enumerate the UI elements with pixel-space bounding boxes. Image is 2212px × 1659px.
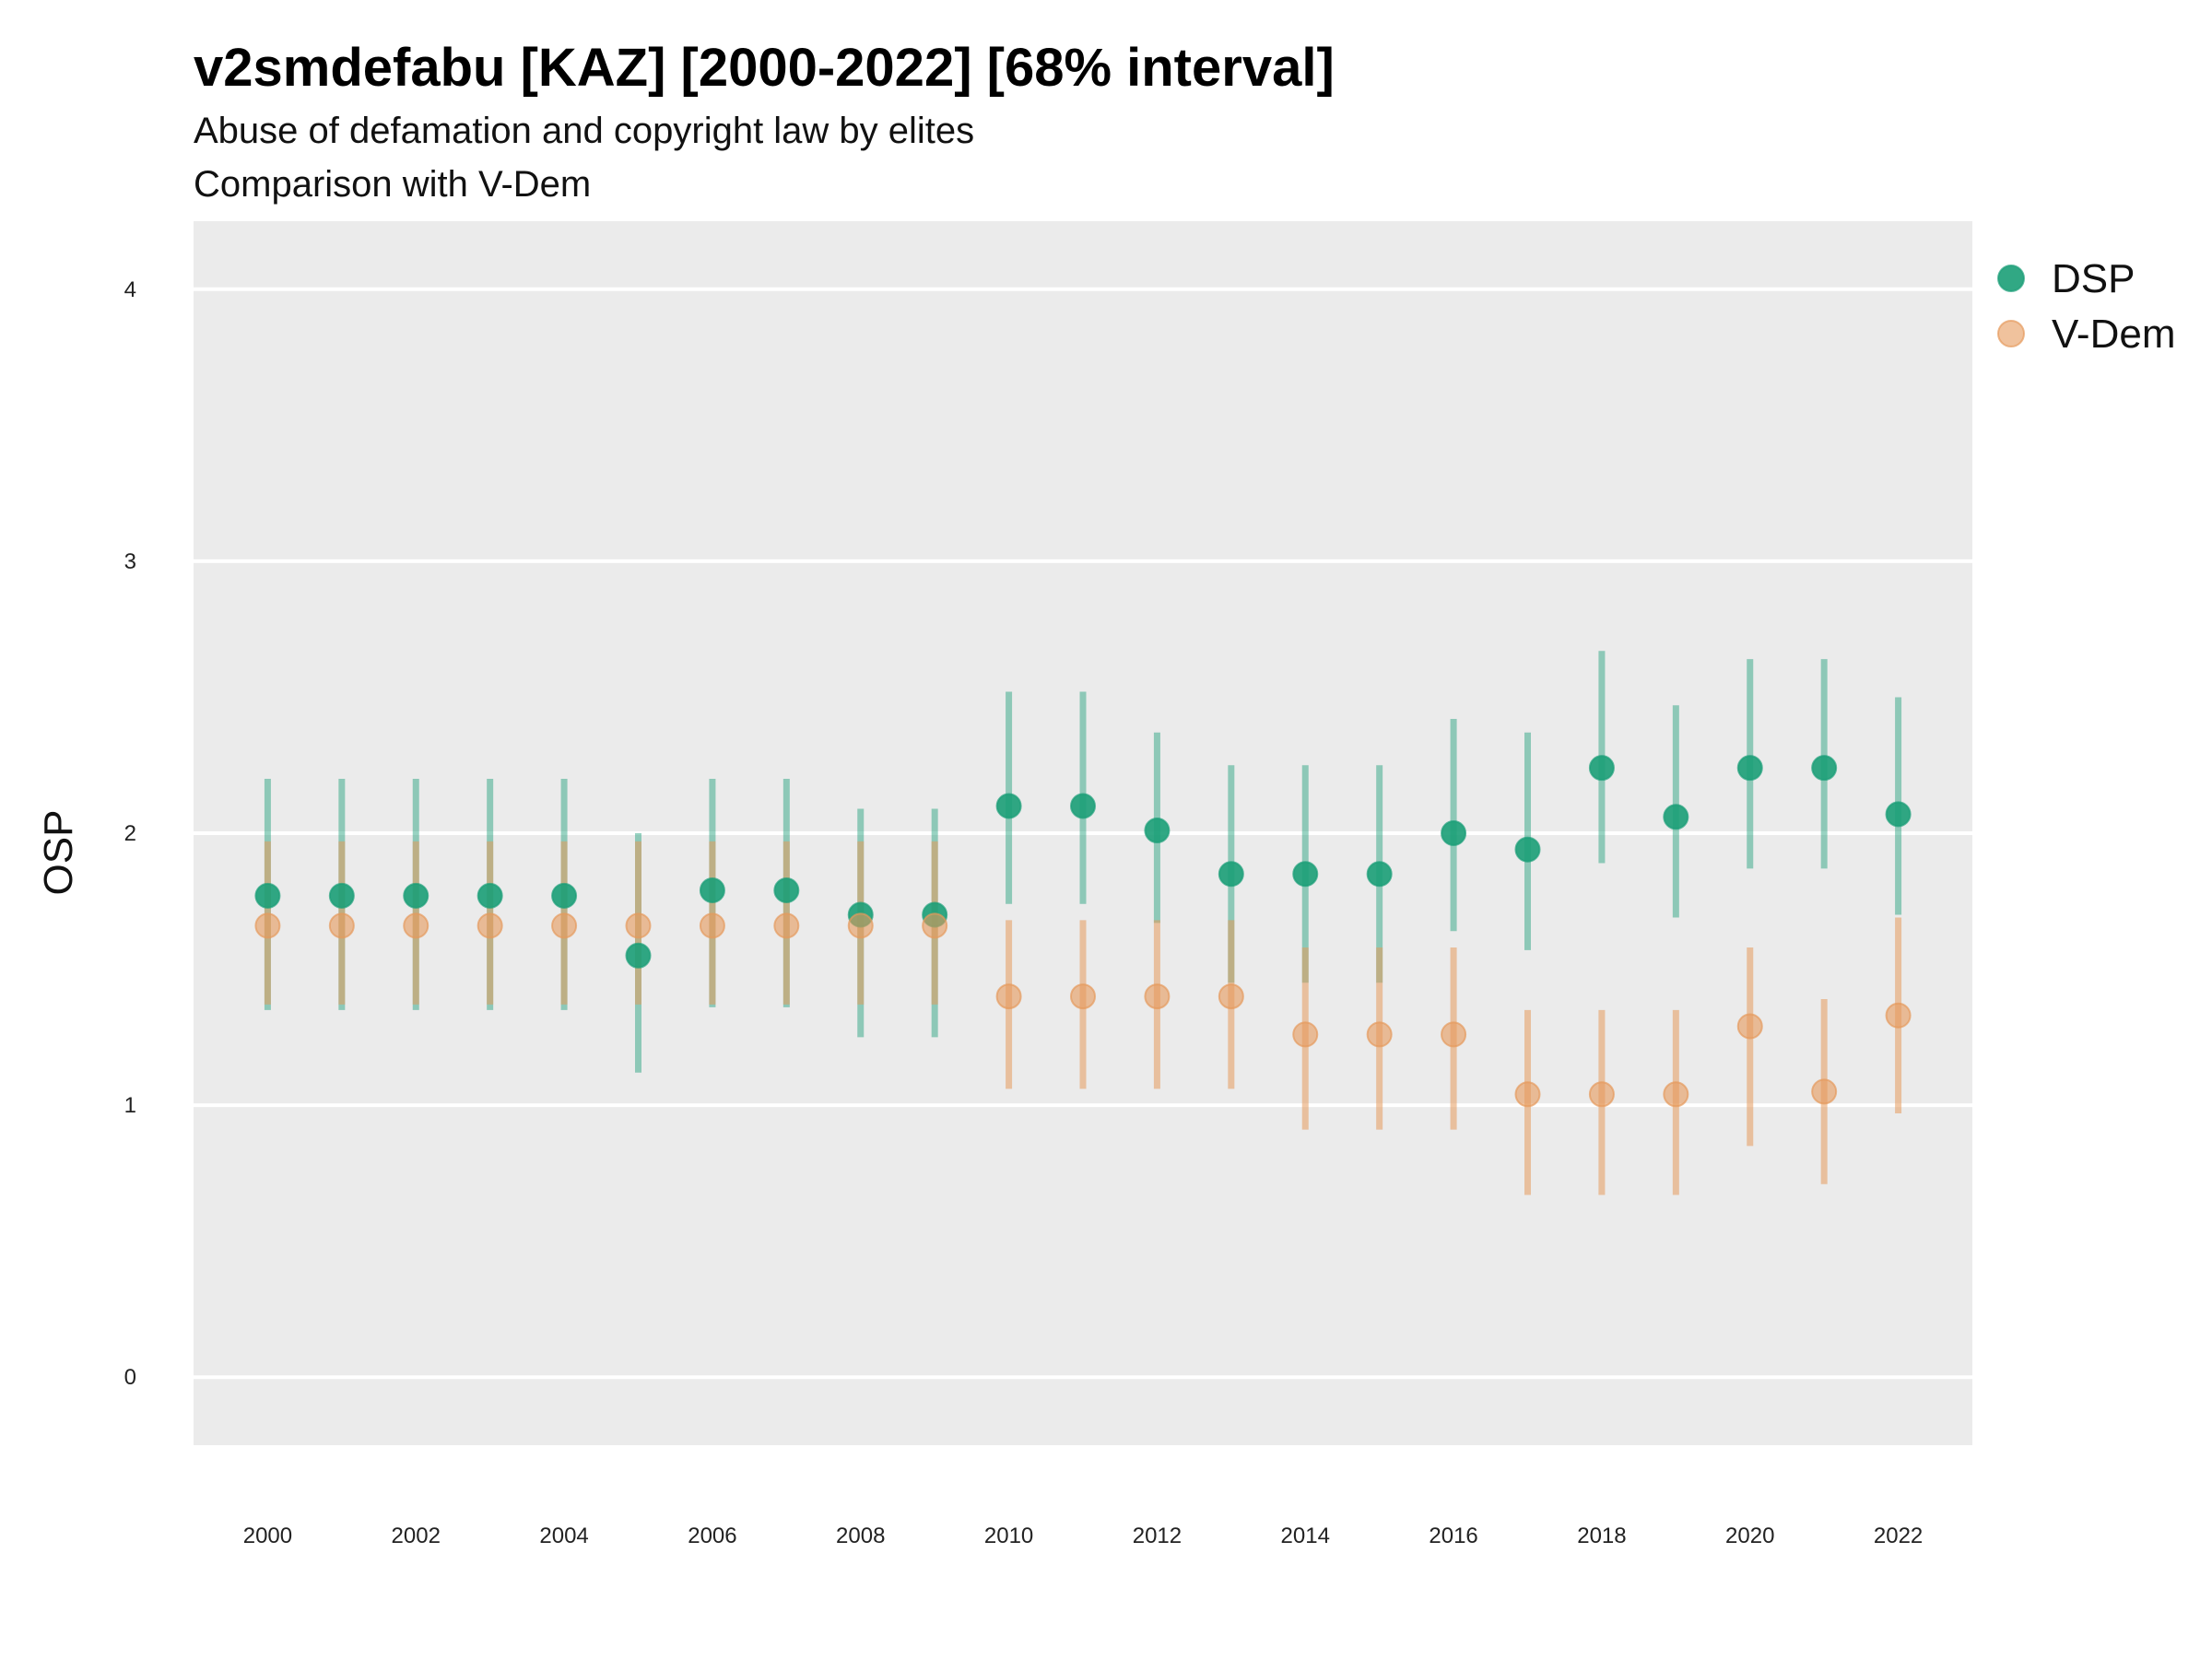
y-tick-label-2: 2 xyxy=(124,821,136,846)
point-v-dem-2019 xyxy=(1663,1081,1689,1108)
point-v-dem-2009 xyxy=(922,912,948,939)
point-v-dem-2004 xyxy=(551,912,578,939)
point-v-dem-2013 xyxy=(1218,983,1244,1010)
point-dsp-2014 xyxy=(1292,861,1319,888)
x-tick-label-2006: 2006 xyxy=(688,1524,736,1548)
x-tick-labels: 2000 2002 2004 2006 2008 2010 2012 2014 2016 2018… xyxy=(243,1524,1924,1548)
point-dsp-2001 xyxy=(328,882,355,909)
point-dsp-2011 xyxy=(1070,793,1096,819)
point-dsp-2012 xyxy=(1144,818,1171,844)
point-v-dem-2010 xyxy=(995,983,1022,1010)
legend-swatch-v-dem xyxy=(1997,320,2025,347)
point-dsp-2006 xyxy=(699,877,725,903)
legend: DSP V-Dem xyxy=(1997,256,2175,357)
y-tick-label-0: 0 xyxy=(124,1365,136,1390)
point-dsp-2004 xyxy=(551,882,578,909)
x-tick-label-2012: 2012 xyxy=(1133,1524,1182,1548)
y-tick-label-1: 1 xyxy=(124,1093,136,1118)
point-dsp-2013 xyxy=(1218,861,1244,888)
point-v-dem-2007 xyxy=(773,912,800,939)
point-v-dem-2012 xyxy=(1144,983,1171,1010)
y-axis-label: OSP xyxy=(36,810,81,896)
y-tick-label-3: 3 xyxy=(124,549,136,574)
point-dsp-2007 xyxy=(773,877,800,903)
point-v-dem-2021 xyxy=(1811,1078,1838,1105)
point-v-dem-2000 xyxy=(254,912,281,939)
point-v-dem-2014 xyxy=(1292,1021,1319,1048)
y-tick-label-4: 4 xyxy=(124,277,136,302)
gridlines xyxy=(194,287,1972,1380)
x-tick-label-2008: 2008 xyxy=(836,1524,885,1548)
point-dsp-2002 xyxy=(403,882,429,909)
point-dsp-2005 xyxy=(625,942,652,969)
point-v-dem-2022 xyxy=(1885,1002,1912,1029)
x-tick-label-2004: 2004 xyxy=(539,1524,588,1548)
x-tick-label-2014: 2014 xyxy=(1281,1524,1330,1548)
point-v-dem-2006 xyxy=(699,912,725,939)
point-v-dem-2016 xyxy=(1441,1021,1467,1048)
x-tick-label-2010: 2010 xyxy=(984,1524,1033,1548)
x-tick-label-2020: 2020 xyxy=(1725,1524,1774,1548)
x-tick-label-2000: 2000 xyxy=(243,1524,292,1548)
point-dsp-2003 xyxy=(477,882,503,909)
point-v-dem-2020 xyxy=(1736,1013,1763,1040)
point-dsp-2017 xyxy=(1514,836,1541,863)
data-points xyxy=(254,755,1912,1108)
point-v-dem-2015 xyxy=(1366,1021,1393,1048)
x-tick-label-2018: 2018 xyxy=(1577,1524,1626,1548)
y-tick-labels: 0 1 2 3 4 xyxy=(124,277,136,1390)
x-tick-label-2002: 2002 xyxy=(392,1524,441,1548)
point-dsp-2010 xyxy=(995,793,1022,819)
point-dsp-2015 xyxy=(1366,861,1393,888)
point-dsp-2020 xyxy=(1736,755,1763,782)
chart-title: v2smdefabu [KAZ] [2000-2022] [68% interv… xyxy=(194,38,1335,98)
point-dsp-2000 xyxy=(254,882,281,909)
point-v-dem-2017 xyxy=(1514,1081,1541,1108)
point-dsp-2018 xyxy=(1588,755,1615,782)
x-tick-label-2022: 2022 xyxy=(1874,1524,1923,1548)
point-v-dem-2011 xyxy=(1070,983,1096,1010)
point-v-dem-2018 xyxy=(1588,1081,1615,1108)
chart-subtitle-comparison: Comparison with V-Dem xyxy=(194,164,591,205)
point-dsp-2022 xyxy=(1885,801,1912,828)
point-dsp-2019 xyxy=(1663,804,1689,830)
point-v-dem-2003 xyxy=(477,912,503,939)
point-v-dem-2002 xyxy=(403,912,429,939)
point-dsp-2021 xyxy=(1811,755,1838,782)
x-tick-label-2016: 2016 xyxy=(1429,1524,1477,1548)
point-v-dem-2001 xyxy=(328,912,355,939)
chart-subtitle: Abuse of defamation and copyright law by… xyxy=(194,111,974,151)
point-dsp-2016 xyxy=(1441,820,1467,846)
legend-label-dsp: DSP xyxy=(2052,256,2135,301)
legend-label-v-dem: V-Dem xyxy=(2052,312,2175,357)
point-v-dem-2005 xyxy=(625,912,652,939)
point-v-dem-2008 xyxy=(847,912,874,939)
legend-swatch-dsp xyxy=(1997,265,2025,292)
